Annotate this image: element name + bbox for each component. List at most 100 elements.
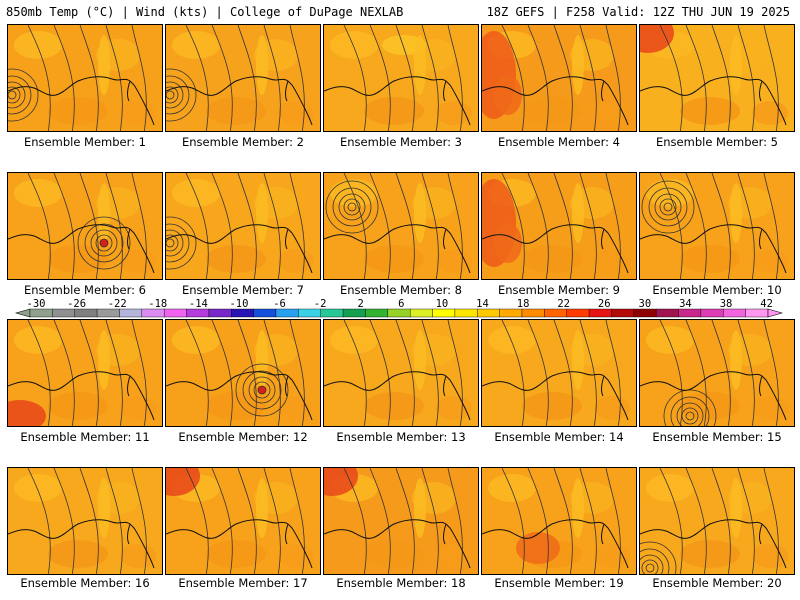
ensemble-panel-9 — [481, 172, 637, 280]
colorbar-tick-label: 42 — [760, 298, 773, 310]
colorbar-tick-label: -18 — [148, 298, 167, 310]
coastline — [442, 228, 447, 250]
coastline — [8, 371, 155, 421]
colorbar-tick-label: 6 — [398, 298, 404, 310]
ensemble-caption-20: Ensemble Member: 20 — [652, 576, 782, 590]
height-contours — [166, 173, 305, 279]
temp-patch — [278, 396, 314, 420]
temp-patch — [98, 35, 110, 95]
colorbar-tick-label: 18 — [517, 298, 530, 310]
temp-patch — [646, 326, 694, 354]
colorbar-tick-label: 30 — [639, 298, 652, 310]
panel-map — [640, 320, 794, 426]
height-contours — [27, 173, 147, 279]
colorbar-swatch — [655, 308, 679, 318]
temp-patch — [120, 544, 156, 568]
ensemble-panel-20 — [639, 467, 795, 575]
coastline — [482, 76, 629, 126]
panel-map — [482, 468, 636, 574]
panel-map — [324, 320, 478, 426]
temp-patch — [752, 249, 788, 273]
height-contours — [641, 173, 779, 279]
temp-patch — [572, 35, 584, 95]
ensemble-panel-11 — [7, 319, 163, 427]
coastline — [284, 80, 289, 102]
panel-map — [166, 320, 320, 426]
height-contours — [501, 173, 621, 279]
ensemble-panel-8 — [323, 172, 479, 280]
ensemble-caption-7: Ensemble Member: 7 — [182, 283, 304, 297]
panel-map — [640, 468, 794, 574]
panel-map — [324, 173, 478, 279]
colorbar-swatch — [454, 308, 478, 318]
temp-patch — [680, 97, 740, 125]
coastline — [126, 523, 131, 545]
coastline — [482, 519, 629, 569]
height-contours — [343, 320, 463, 426]
colorbar-swatch — [611, 308, 635, 318]
colorbar-tick-label: -30 — [27, 298, 46, 310]
panel-map — [8, 25, 162, 131]
panel-map — [8, 320, 162, 426]
low-core — [100, 239, 108, 247]
height-contours — [343, 468, 463, 574]
ensemble-panel-2 — [165, 24, 321, 132]
coastline — [600, 80, 605, 102]
temp-patch — [48, 245, 108, 273]
temp-patch — [364, 97, 424, 125]
panel-map — [482, 320, 636, 426]
temp-patch — [522, 97, 582, 125]
ensemble-caption-15: Ensemble Member: 15 — [652, 430, 782, 444]
temp-patch — [436, 101, 472, 125]
temp-patch — [330, 179, 378, 207]
coastline — [600, 228, 605, 250]
colorbar-swatch — [387, 308, 411, 318]
temp-patch — [330, 31, 378, 59]
height-contours — [27, 468, 147, 574]
temp-patch — [98, 183, 110, 243]
panel-map — [482, 173, 636, 279]
colorbar-swatch — [74, 308, 98, 318]
ensemble-panel-17 — [165, 467, 321, 575]
coastline — [166, 76, 313, 126]
colorbar-swatch — [499, 308, 523, 318]
ensemble-caption-3: Ensemble Member: 3 — [340, 135, 462, 149]
temp-patch — [572, 330, 584, 390]
colorbar-swatch — [298, 308, 321, 318]
colorbar-tick-label: -14 — [189, 298, 208, 310]
temp-patch — [256, 478, 268, 538]
colorbar-swatch — [342, 308, 366, 318]
ensemble-caption-8: Ensemble Member: 8 — [340, 283, 462, 297]
colorbar-tick-label: 2 — [358, 298, 364, 310]
ensemble-panel-5 — [639, 24, 795, 132]
coastline — [8, 519, 155, 569]
colorbar-tick-label: -2 — [314, 298, 327, 310]
temp-patch — [120, 396, 156, 420]
coastline — [640, 519, 787, 569]
coastline — [8, 224, 155, 274]
panel-map — [640, 173, 794, 279]
colorbar-swatch — [208, 308, 232, 318]
colorbar-swatch — [320, 308, 344, 318]
coastline — [284, 523, 289, 545]
temp-patch — [680, 245, 740, 273]
panel-map — [640, 25, 794, 131]
coastline — [482, 224, 629, 274]
coastline — [640, 76, 787, 126]
temp-patch — [14, 474, 62, 502]
temp-patch — [278, 249, 314, 273]
temp-patch — [206, 97, 266, 125]
ensemble-caption-16: Ensemble Member: 16 — [20, 576, 150, 590]
panel-map — [166, 25, 320, 131]
ensemble-panel-13 — [323, 319, 479, 427]
colorbar-low-arrow — [14, 308, 31, 318]
ensemble-panel-14 — [481, 319, 637, 427]
panel-map — [482, 25, 636, 131]
ensemble-panel-19 — [481, 467, 637, 575]
colorbar-swatch — [745, 308, 769, 318]
colorbar-swatch — [253, 308, 277, 318]
colorbar-tick-label: 34 — [679, 298, 692, 310]
temp-patch — [120, 249, 156, 273]
colorbar-swatch — [141, 308, 165, 318]
temp-patch — [206, 245, 266, 273]
